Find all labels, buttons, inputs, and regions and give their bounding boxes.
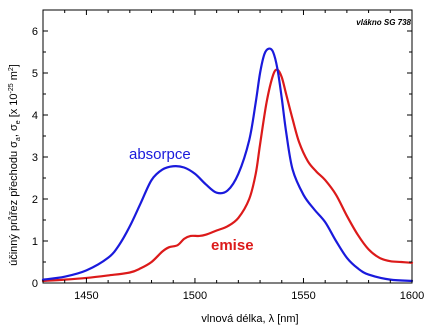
y-tick-label: 2 bbox=[32, 194, 38, 206]
plot-frame bbox=[42, 9, 413, 284]
y-tick-label: 3 bbox=[32, 152, 38, 164]
series-layer bbox=[41, 47, 414, 282]
x-tick-label: 1600 bbox=[400, 290, 424, 302]
x-tick-label: 1550 bbox=[291, 290, 315, 302]
y-axis-label: účinný průřez přechodu σa, σe [x 10-25 m… bbox=[8, 64, 22, 266]
x-axis-label: vlnová délka, λ [nm] bbox=[201, 313, 298, 325]
y-tick-label: 5 bbox=[32, 68, 38, 80]
x-tick-label: 1450 bbox=[74, 290, 98, 302]
axes-layer: 1450 1500 1550 1600 0 1 2 3 4 5 6 bbox=[32, 9, 424, 302]
y-tick-label: 0 bbox=[32, 278, 38, 290]
y-tick-label: 4 bbox=[32, 110, 38, 122]
y-tick-label: 1 bbox=[32, 236, 38, 248]
series-label-absorpce: absorpce bbox=[129, 146, 191, 163]
x-tick-label: 1500 bbox=[183, 290, 207, 302]
chart-annotation: vlákno SG 738 bbox=[356, 18, 411, 27]
series-line-emise bbox=[41, 68, 414, 282]
series-label-emise: emise bbox=[211, 237, 254, 254]
series-line-absorpce bbox=[41, 47, 414, 282]
y-tick-label: 6 bbox=[32, 26, 38, 38]
